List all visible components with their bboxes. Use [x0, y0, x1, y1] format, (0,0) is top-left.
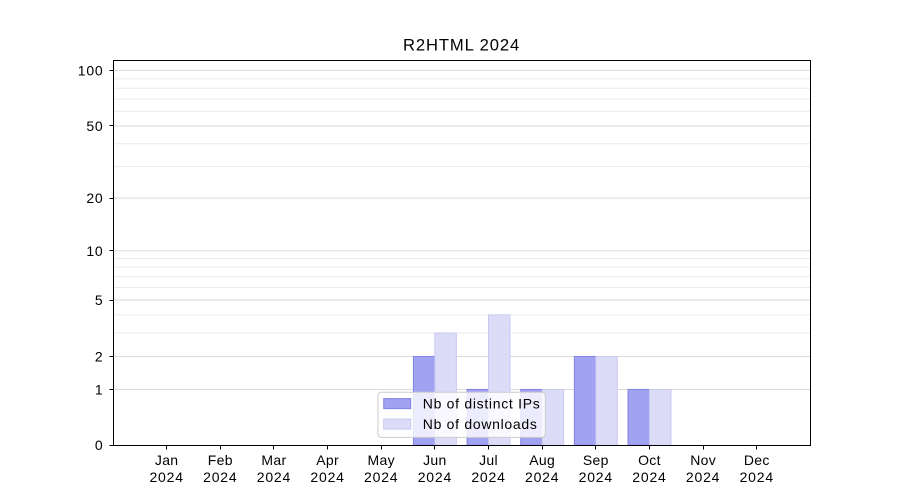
- svg-text:Dec: Dec: [744, 452, 770, 468]
- svg-text:1: 1: [95, 381, 104, 397]
- svg-text:2024: 2024: [203, 469, 237, 485]
- svg-text:20: 20: [86, 190, 103, 206]
- svg-text:Feb: Feb: [208, 452, 233, 468]
- svg-text:Aug: Aug: [529, 452, 555, 468]
- svg-text:2: 2: [95, 348, 104, 364]
- svg-text:2024: 2024: [632, 469, 666, 485]
- svg-text:2024: 2024: [525, 469, 559, 485]
- svg-text:Nov: Nov: [690, 452, 716, 468]
- svg-text:100: 100: [78, 62, 104, 78]
- svg-text:Nb of downloads: Nb of downloads: [423, 416, 538, 432]
- svg-text:Apr: Apr: [316, 452, 339, 468]
- svg-text:May: May: [368, 452, 395, 468]
- svg-text:2024: 2024: [257, 469, 291, 485]
- svg-text:Mar: Mar: [261, 452, 286, 468]
- svg-text:5: 5: [95, 292, 104, 308]
- svg-text:2024: 2024: [740, 469, 774, 485]
- svg-text:0: 0: [95, 437, 104, 453]
- svg-text:R2HTML 2024: R2HTML 2024: [403, 36, 520, 55]
- svg-text:Jun: Jun: [423, 452, 446, 468]
- svg-text:2024: 2024: [686, 469, 720, 485]
- svg-text:50: 50: [86, 118, 103, 134]
- svg-text:Oct: Oct: [638, 452, 661, 468]
- svg-text:2024: 2024: [471, 469, 505, 485]
- svg-text:2024: 2024: [364, 469, 398, 485]
- svg-text:10: 10: [86, 243, 103, 259]
- svg-text:2024: 2024: [149, 469, 183, 485]
- svg-text:Jul: Jul: [479, 452, 498, 468]
- svg-text:2024: 2024: [579, 469, 613, 485]
- svg-text:Sep: Sep: [583, 452, 609, 468]
- svg-text:2024: 2024: [418, 469, 452, 485]
- svg-text:2024: 2024: [310, 469, 344, 485]
- svg-text:Jan: Jan: [155, 452, 178, 468]
- svg-text:Nb of distinct IPs: Nb of distinct IPs: [423, 396, 541, 412]
